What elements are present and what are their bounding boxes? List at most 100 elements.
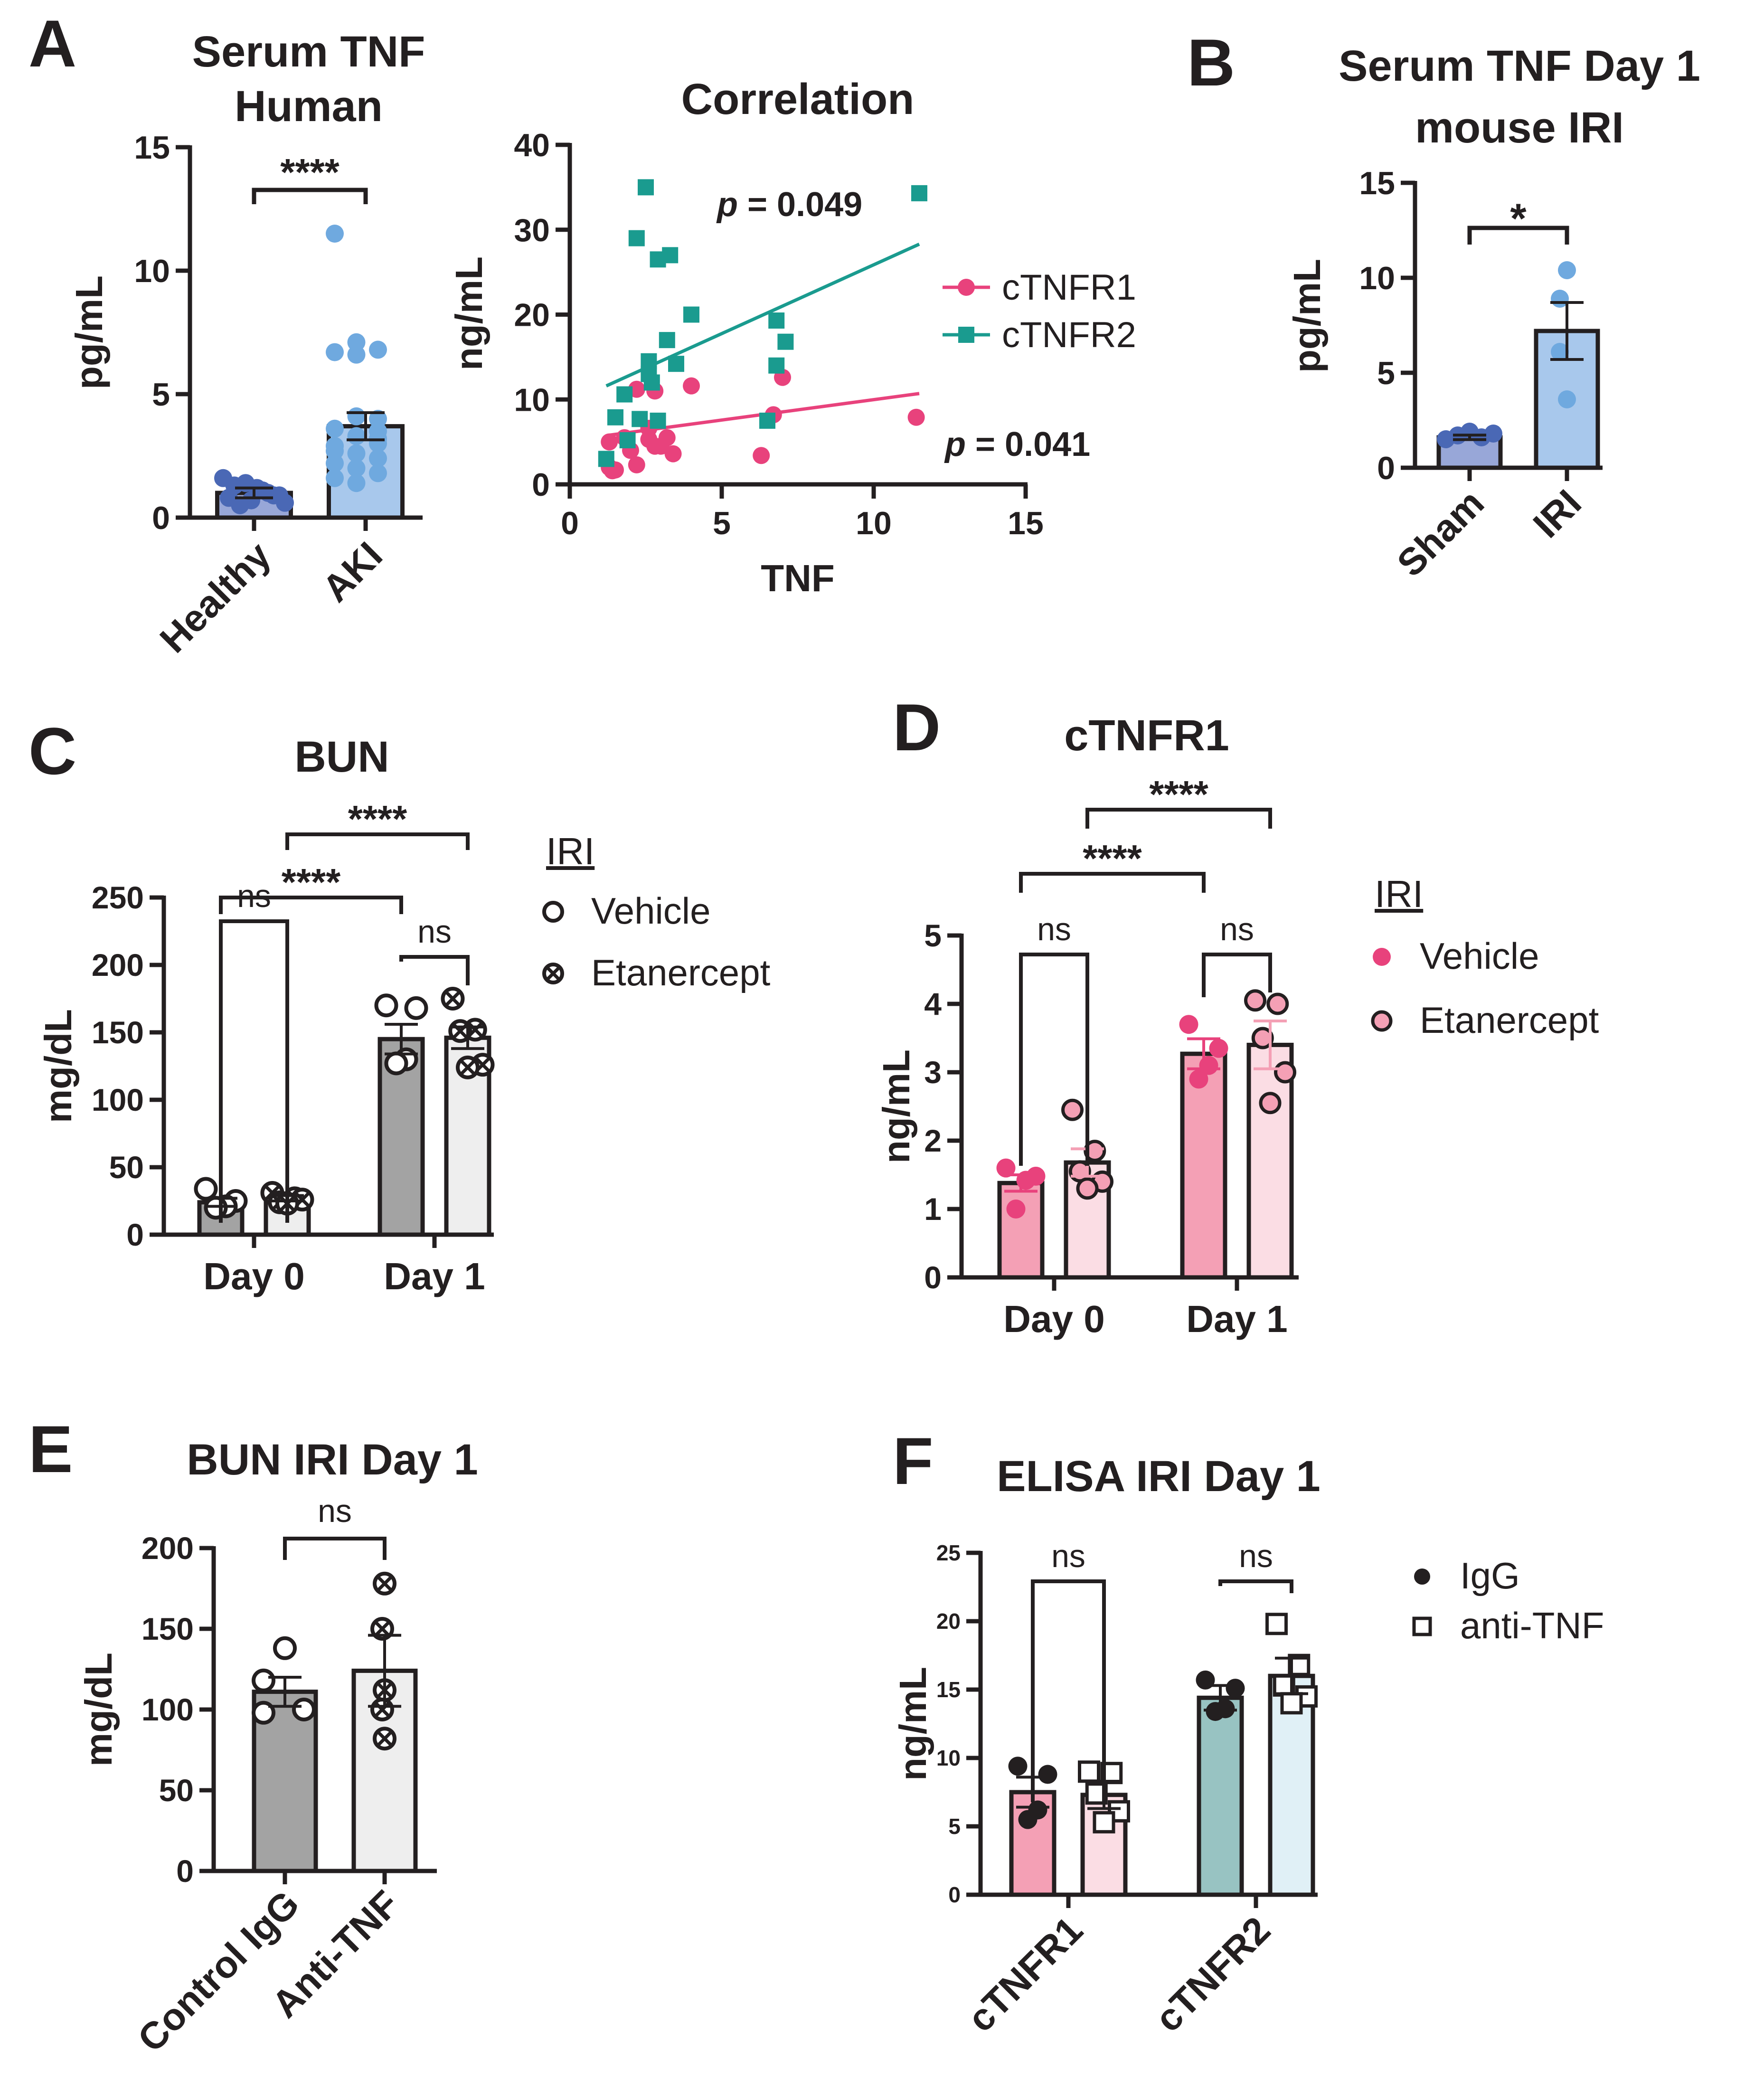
data-point	[616, 386, 633, 403]
chart-title: Correlation	[681, 75, 915, 123]
y-tick-label: 150	[92, 1015, 144, 1050]
chart-title: Human	[235, 82, 383, 131]
data-point	[1265, 1613, 1288, 1635]
data-point	[369, 464, 387, 482]
data-point	[683, 377, 700, 395]
y-tick-label: 0	[1377, 450, 1395, 486]
data-point	[1093, 1811, 1115, 1833]
chart-title: Serum TNF	[192, 28, 425, 76]
data-point	[242, 491, 261, 510]
x-tick-label: IRI	[1525, 482, 1589, 546]
significance-bracket	[1031, 1579, 1106, 1802]
chart-elisa-iri-day1: ELISA IRI Day 1 0 5 10 15 20 25 ng/mL cTNFR1 cTNF…	[892, 1452, 1604, 2040]
x-tick-label: 0	[561, 505, 579, 541]
y-tick-label: 5	[924, 918, 942, 953]
legend-label: Etanercept	[1420, 999, 1599, 1041]
y-tick-label: 3	[924, 1055, 942, 1090]
legend-marker	[1414, 1568, 1430, 1585]
data-point	[607, 409, 623, 425]
data-point	[1551, 343, 1569, 361]
chart-serum-tnf-human: Serum TNF Human 0 5 10 15 pg/mL Healthy AKI ****	[68, 28, 425, 661]
data-point	[753, 447, 770, 464]
data-point	[384, 1051, 408, 1076]
data-point	[628, 456, 645, 473]
significance-label: ****	[282, 861, 341, 903]
significance-label: ns	[1051, 1538, 1085, 1574]
significance-bracket	[399, 955, 470, 985]
data-point	[441, 987, 465, 1011]
data-point	[664, 445, 682, 463]
data-point	[1209, 1039, 1228, 1058]
data-point	[369, 340, 387, 359]
data-point	[1259, 1092, 1282, 1115]
data-point	[347, 427, 366, 445]
significance-label: ns	[318, 1493, 352, 1529]
data-point	[598, 451, 614, 467]
significance-bracket	[1085, 808, 1272, 829]
data-point	[907, 408, 925, 426]
data-point	[1179, 1015, 1198, 1034]
panel-letter-c: C	[28, 714, 76, 788]
legend-label: IgG	[1460, 1555, 1520, 1597]
data-point	[996, 1158, 1016, 1178]
legend-label: anti-TNF	[1460, 1605, 1604, 1646]
legend-label: cTNFR2	[1002, 315, 1136, 355]
data-point	[326, 343, 344, 361]
data-point	[768, 312, 785, 329]
x-tick-label: 10	[856, 505, 892, 541]
significance-bracket	[285, 832, 470, 850]
data-point	[456, 1055, 480, 1079]
data-point	[1226, 1679, 1245, 1698]
y-tick-label: 10	[1359, 260, 1395, 296]
bar	[1197, 1695, 1244, 1897]
significance-bracket	[219, 919, 289, 1223]
data-point	[347, 407, 366, 425]
data-point	[370, 1617, 394, 1641]
data-point	[1251, 1027, 1274, 1049]
y-tick-label: 50	[159, 1773, 194, 1808]
y-tick-label: 250	[92, 880, 144, 915]
data-point	[369, 449, 387, 468]
y-tick-label: 200	[92, 947, 144, 983]
data-point	[273, 1636, 297, 1660]
data-point	[270, 486, 289, 505]
data-point	[668, 356, 684, 372]
data-point	[326, 225, 344, 243]
significance-label: ****	[348, 798, 407, 840]
chart-serum-tnf-mouse: Serum TNF Day 1 mouse IRI 0 5 10 15 pg/mL Sham I…	[1286, 42, 1700, 585]
significance-label: ns	[1037, 911, 1071, 947]
x-tick-label: 15	[1008, 505, 1044, 541]
y-axis-label: mg/dL	[77, 1653, 120, 1767]
y-tick-label: 4	[924, 986, 942, 1021]
legend-marker	[958, 327, 974, 343]
legend-item-ctnfr1: cTNFR1	[943, 267, 1136, 308]
y-tick-label: 15	[134, 130, 170, 166]
data-point	[1558, 390, 1576, 408]
data-point	[369, 410, 387, 428]
legend-title: IRI	[546, 830, 594, 872]
y-tick-label: 10	[134, 253, 170, 289]
data-point	[641, 353, 657, 369]
legend-label: Etanercept	[591, 952, 771, 993]
data-point	[373, 1727, 396, 1751]
data-point	[1484, 425, 1502, 443]
data-point	[759, 412, 775, 429]
significance-bracket	[1019, 953, 1089, 1166]
y-tick-label: 20	[514, 297, 550, 333]
x-tick-label: Healthy	[152, 534, 279, 661]
legend: IRI Vehicle Etanercept	[1371, 873, 1599, 1041]
chart-title: ELISA IRI Day 1	[997, 1452, 1321, 1501]
p-value-annotation: p = 0.041	[944, 425, 1090, 463]
legend-item-ctnfr2: cTNFR2	[943, 315, 1136, 355]
y-tick-label: 15	[936, 1677, 961, 1702]
data-point	[1244, 989, 1266, 1012]
y-tick-label: 30	[514, 212, 550, 248]
x-tick-label: AKI	[314, 534, 390, 610]
x-tick-label: Day 0	[1003, 1298, 1104, 1340]
data-point	[194, 1177, 218, 1201]
legend-label: Vehicle	[591, 890, 711, 932]
data-point	[326, 469, 344, 487]
x-axis-label: TNF	[761, 557, 835, 599]
y-tick-label: 10	[514, 382, 550, 418]
